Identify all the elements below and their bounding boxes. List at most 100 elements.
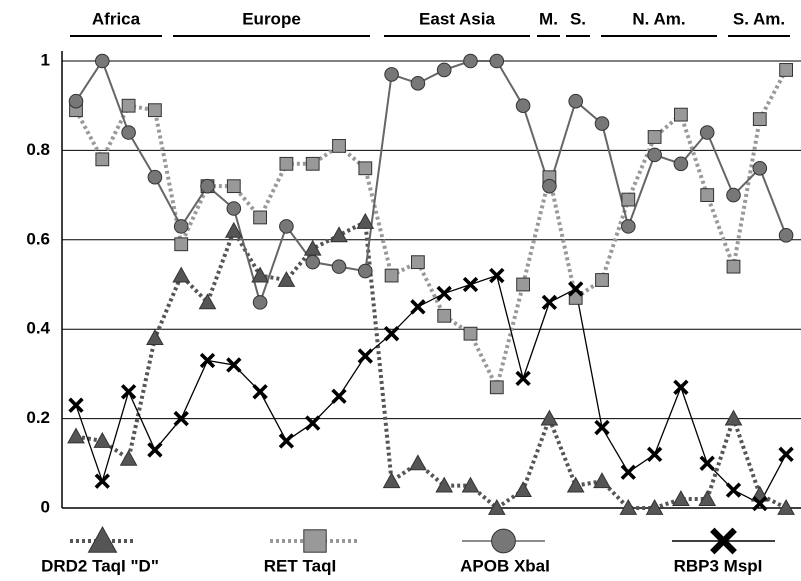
region-label: Africa <box>92 9 141 28</box>
region-label: M. <box>539 9 558 28</box>
square-marker <box>253 210 267 225</box>
square-marker <box>595 273 609 287</box>
square-marker <box>621 192 636 207</box>
triangle-marker <box>146 329 164 346</box>
y-tick-label: 0 <box>41 497 50 516</box>
cross-marker <box>462 276 479 293</box>
triangle-marker <box>409 454 427 471</box>
triangle-marker <box>277 271 296 287</box>
circle-marker <box>673 156 689 172</box>
y-tick-label: 0.4 <box>26 319 50 338</box>
triangle-marker <box>67 427 85 444</box>
series-line <box>75 218 788 511</box>
circle-marker <box>515 98 531 113</box>
circle-marker <box>594 116 610 131</box>
circle-marker <box>95 53 110 69</box>
region-label: S. Am. <box>733 9 785 28</box>
circle-marker <box>331 259 347 274</box>
square-marker <box>726 259 741 274</box>
cross-marker <box>68 397 84 413</box>
circle-marker <box>568 93 584 109</box>
square-marker <box>332 139 346 153</box>
triangle-marker <box>514 481 532 498</box>
triangle-marker <box>435 476 454 493</box>
triangle-marker <box>87 525 118 553</box>
cross-marker <box>383 325 400 342</box>
triangle-marker <box>382 472 401 489</box>
square-marker <box>779 63 794 77</box>
cross-marker <box>226 357 242 373</box>
square-marker <box>226 179 241 194</box>
circle-marker <box>252 295 268 310</box>
square-marker <box>437 308 452 323</box>
legend-label: APOB XbaI <box>460 556 550 575</box>
cross-marker <box>147 442 163 458</box>
y-tick-label: 0.8 <box>26 140 50 159</box>
square-marker <box>647 130 662 144</box>
triangle-marker <box>487 498 506 515</box>
square-marker <box>121 98 136 113</box>
square-marker <box>303 529 327 553</box>
square-marker <box>674 107 688 122</box>
y-tick-label: 1 <box>41 50 50 69</box>
circle-marker <box>121 125 136 140</box>
region-label: Europe <box>242 9 301 28</box>
square-marker <box>489 380 504 395</box>
circle-marker <box>68 93 84 109</box>
cross-marker <box>673 379 689 395</box>
cross-marker <box>594 419 610 436</box>
y-tick-label: 0.6 <box>26 229 50 248</box>
circle-marker <box>752 160 768 176</box>
cross-marker <box>252 384 268 400</box>
circle-marker <box>410 76 426 91</box>
circle-marker <box>726 187 741 203</box>
cross-marker <box>199 352 216 369</box>
cross-marker <box>568 281 584 297</box>
square-marker <box>305 156 320 171</box>
square-marker <box>752 112 767 127</box>
cross-marker <box>173 410 189 427</box>
cross-marker <box>515 370 531 387</box>
triangle-marker <box>672 490 690 506</box>
cross-marker <box>725 482 742 498</box>
cross-marker <box>357 348 373 364</box>
cross-marker <box>436 285 452 302</box>
triangle-marker <box>593 472 611 489</box>
square-marker <box>95 152 110 167</box>
circle-marker <box>147 169 163 185</box>
triangle-marker <box>93 431 112 448</box>
circle-marker <box>279 219 294 234</box>
region-label: S. <box>570 9 586 28</box>
legend-label: RBP3 MspI <box>674 556 763 575</box>
square-marker <box>700 188 715 202</box>
square-marker <box>358 161 373 176</box>
cross-marker <box>752 495 768 512</box>
circle-marker <box>200 178 215 194</box>
triangle-marker <box>172 266 191 283</box>
cross-marker <box>778 446 794 463</box>
cross-marker <box>120 384 137 400</box>
circle-marker <box>358 263 373 279</box>
triangle-marker <box>461 476 480 493</box>
triangle-marker <box>724 409 743 426</box>
circle-marker <box>491 528 516 554</box>
triangle-marker <box>540 409 559 426</box>
circle-marker <box>226 201 242 216</box>
series-line <box>75 274 787 505</box>
region-label: East Asia <box>419 9 495 28</box>
cross-marker <box>710 527 737 555</box>
cross-marker <box>489 267 505 284</box>
triangle-marker <box>119 449 138 466</box>
circle-marker <box>384 67 399 82</box>
circle-marker <box>699 125 715 140</box>
circle-marker <box>542 178 557 194</box>
cross-marker <box>331 388 347 404</box>
triangle-marker <box>698 490 717 506</box>
square-marker <box>516 277 531 292</box>
legend-label: RET TaqI <box>264 556 336 575</box>
cross-marker <box>410 299 426 315</box>
circle-marker <box>173 219 189 234</box>
square-marker <box>411 255 425 270</box>
circle-marker <box>463 53 478 69</box>
